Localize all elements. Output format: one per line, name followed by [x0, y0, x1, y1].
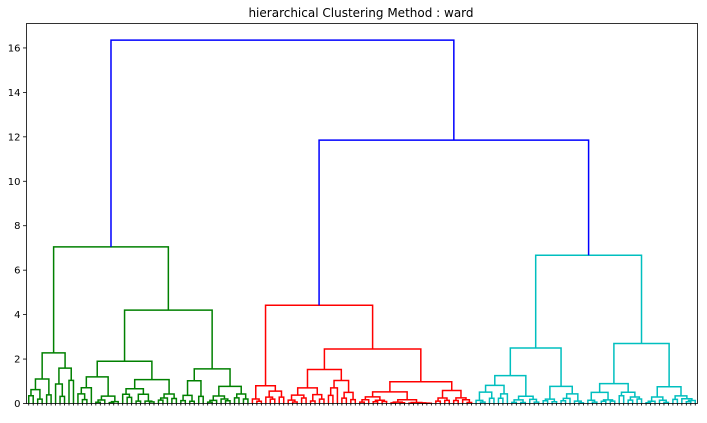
dendrogram-link — [371, 391, 408, 400]
dendrogram-link — [126, 396, 133, 404]
dendrogram-link — [133, 378, 170, 395]
y-tick-label: 8 — [14, 221, 20, 232]
dendrogram-link — [278, 396, 285, 404]
dendrogram-link — [180, 399, 187, 404]
dendrogram-link — [598, 382, 629, 393]
dendrogram-link — [549, 385, 573, 400]
dendrogram-link — [350, 398, 357, 404]
dendrogram-link — [323, 348, 422, 382]
dendrogram-link — [125, 388, 145, 395]
dendrogram-link — [233, 397, 240, 404]
dendrogram-link — [618, 395, 625, 404]
y-tick-label: 14 — [8, 88, 21, 99]
dendrogram-link — [565, 393, 579, 402]
dendrogram-link — [77, 393, 86, 404]
dendrogram-link — [392, 401, 404, 403]
dendrogram-link — [157, 399, 164, 404]
dendrogram-link — [636, 398, 643, 404]
dendrogram-link — [509, 347, 562, 387]
dendrogram-link — [452, 399, 459, 404]
dendrogram-link — [318, 398, 325, 404]
dendrogram-links — [27, 39, 697, 405]
dendrogram-link — [197, 395, 204, 404]
dendrogram-link — [123, 309, 213, 369]
dendrogram-link — [534, 254, 643, 348]
dendrogram-link — [27, 395, 34, 404]
dendrogram-link — [68, 379, 75, 404]
y-tick-label: 12 — [8, 132, 21, 143]
y-axis: 0 2 4 6 8 10 12 14 16 — [8, 43, 27, 410]
dendrogram-link — [613, 342, 670, 387]
dendrogram-link — [590, 391, 609, 401]
dendrogram-link — [410, 401, 423, 404]
dendrogram-link — [186, 380, 202, 397]
dendrogram-link — [34, 378, 50, 395]
dendrogram-link — [312, 393, 323, 402]
dendrogram-link — [441, 389, 462, 399]
dendrogram-link — [224, 399, 231, 404]
dendrogram-link — [193, 368, 231, 387]
dendrogram-link — [318, 139, 590, 306]
dendrogram-link — [52, 246, 170, 353]
dendrogram-link — [265, 396, 274, 404]
y-tick-label: 6 — [14, 266, 20, 277]
dendrogram-link — [306, 368, 343, 388]
dendrogram-link — [560, 399, 567, 404]
y-tick-label: 10 — [8, 177, 21, 188]
plot-frame — [26, 23, 698, 404]
dendrogram-link — [137, 393, 150, 402]
dendrogram-link — [36, 398, 43, 404]
dendrogram-link — [85, 376, 109, 397]
dendrogram-link — [121, 393, 131, 404]
y-tick-label: 2 — [14, 355, 20, 366]
dendrogram-link — [41, 352, 66, 379]
chart-title: hierarchical Clustering Method : ward — [248, 6, 473, 20]
dendrogram-link — [327, 394, 334, 404]
y-tick-label: 4 — [14, 310, 20, 321]
dendrogram-link — [269, 398, 276, 404]
dendrogram-link — [333, 379, 350, 393]
dendrogram-link — [59, 395, 66, 404]
dendrogram-link — [30, 388, 41, 400]
dendrogram-link — [542, 400, 549, 404]
dendrogram-link — [672, 398, 679, 404]
dendrogram-link — [242, 398, 249, 404]
dendrogram-link — [300, 397, 307, 404]
dendrogram-link — [268, 390, 283, 398]
dendrogram-link — [444, 399, 450, 404]
y-tick-label: 16 — [8, 43, 21, 54]
dendrogram-link — [171, 397, 178, 404]
dendrogram-link — [627, 399, 634, 404]
dendrogram-link — [497, 397, 504, 404]
dendrogram-link — [81, 398, 88, 404]
dendrogram-link — [45, 394, 52, 404]
dendrogram-link — [110, 39, 455, 247]
dendrogram-link — [100, 395, 116, 402]
dendrogram-link — [54, 383, 64, 404]
y-tick-label: 0 — [14, 399, 20, 410]
dendrogram-link — [488, 397, 495, 404]
dendrogram-link — [264, 304, 374, 386]
dendrogram-link — [341, 397, 348, 404]
